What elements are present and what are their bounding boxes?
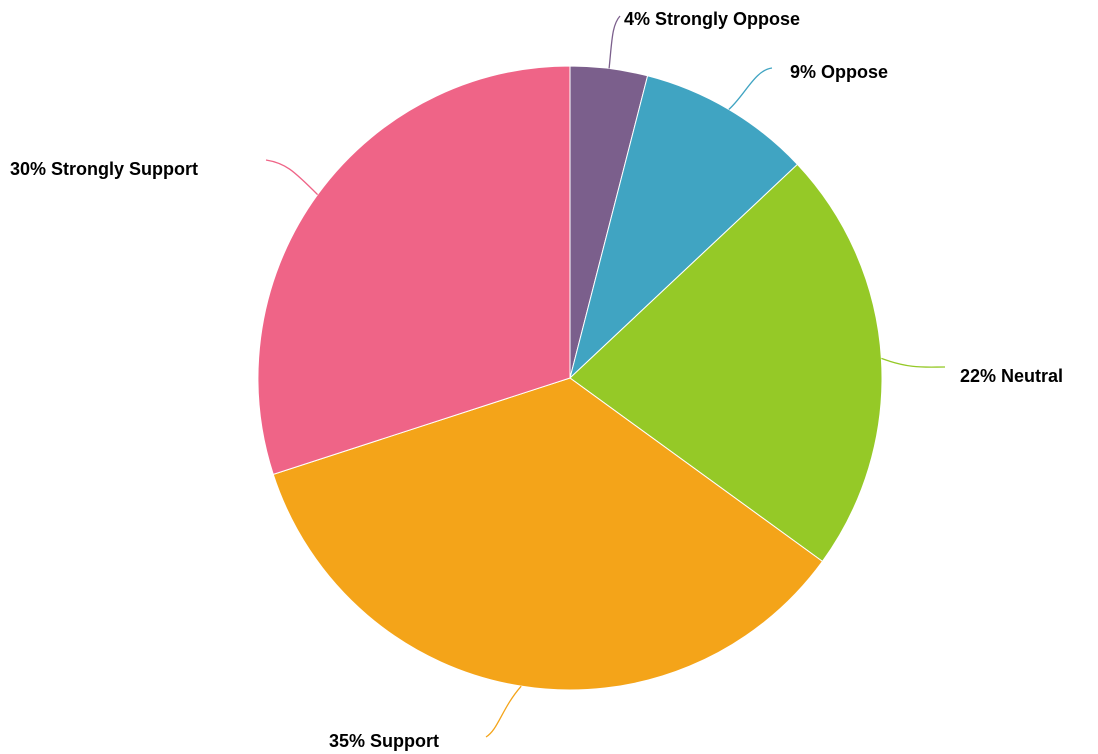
leader-line-strongly-oppose xyxy=(608,15,621,69)
slice-label-oppose: 9% Oppose xyxy=(790,62,888,82)
leader-lines xyxy=(265,15,946,738)
slice-label-strongly-oppose: 4% Strongly Oppose xyxy=(624,9,800,29)
slice-label-strongly-support: 30% Strongly Support xyxy=(10,159,198,179)
leader-line-support xyxy=(485,685,522,738)
pie-slice-support xyxy=(272,377,824,691)
slice-labels: 4% Strongly Oppose 9% Oppose 22% Neutral 35… xyxy=(10,9,1063,751)
slice-label-support: 35% Support xyxy=(329,731,439,751)
leader-line-strongly-support xyxy=(265,159,319,196)
slice-label-neutral: 22% Neutral xyxy=(960,366,1063,386)
leader-line-oppose xyxy=(728,67,773,110)
pie-slices xyxy=(257,65,883,691)
leader-line-neutral xyxy=(881,357,946,368)
